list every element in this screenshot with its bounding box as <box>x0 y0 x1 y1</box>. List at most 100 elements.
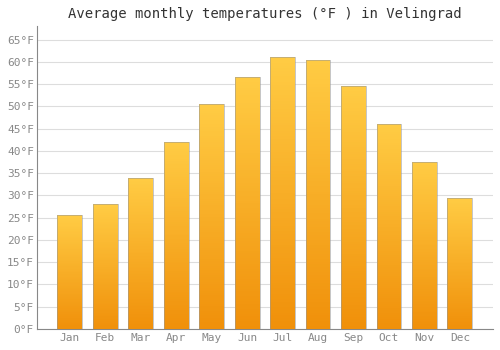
Bar <box>200 298 224 300</box>
Bar <box>58 237 82 238</box>
Bar <box>270 193 295 196</box>
Bar <box>341 312 366 314</box>
Bar <box>412 227 437 229</box>
Bar <box>376 310 402 313</box>
Bar <box>306 173 330 175</box>
Bar <box>306 183 330 186</box>
Bar <box>93 323 118 324</box>
Bar <box>376 159 402 161</box>
Bar <box>93 212 118 213</box>
Bar <box>93 309 118 310</box>
Bar <box>270 256 295 258</box>
Bar <box>376 177 402 180</box>
Bar <box>235 155 260 158</box>
Bar <box>164 194 188 196</box>
Bar <box>448 270 472 271</box>
Bar <box>376 149 402 151</box>
Bar <box>93 263 118 264</box>
Bar <box>235 92 260 95</box>
Bar <box>448 258 472 259</box>
Bar <box>164 239 188 241</box>
Bar <box>200 131 224 133</box>
Bar <box>412 314 437 316</box>
Bar <box>341 307 366 309</box>
Bar <box>412 201 437 202</box>
Bar <box>412 289 437 290</box>
Bar <box>448 228 472 229</box>
Bar <box>128 312 153 314</box>
Bar <box>128 247 153 249</box>
Bar <box>128 212 153 214</box>
Bar <box>200 113 224 116</box>
Bar <box>412 307 437 309</box>
Bar <box>376 208 402 210</box>
Bar <box>306 135 330 138</box>
Bar <box>412 297 437 299</box>
Bar <box>376 272 402 274</box>
Bar <box>235 238 260 241</box>
Bar <box>164 155 188 157</box>
Bar <box>341 94 366 96</box>
Bar <box>58 278 82 279</box>
Bar <box>235 130 260 133</box>
Bar <box>341 266 366 268</box>
Bar <box>128 276 153 278</box>
Bar <box>128 228 153 229</box>
Bar <box>376 278 402 280</box>
Bar <box>341 314 366 317</box>
Bar <box>376 318 402 321</box>
Bar <box>200 120 224 122</box>
Bar <box>376 286 402 288</box>
Bar <box>128 211 153 212</box>
Bar <box>341 268 366 271</box>
Bar <box>93 275 118 276</box>
Bar <box>412 244 437 245</box>
Bar <box>235 148 260 150</box>
Bar <box>200 203 224 205</box>
Bar <box>448 309 472 310</box>
Bar <box>376 259 402 261</box>
Bar <box>128 177 153 179</box>
Bar <box>448 230 472 232</box>
Bar <box>270 150 295 153</box>
Bar <box>306 253 330 256</box>
Bar <box>235 80 260 83</box>
Bar <box>200 212 224 214</box>
Bar <box>412 322 437 324</box>
Bar <box>164 275 188 276</box>
Bar <box>58 305 82 306</box>
Bar <box>128 289 153 291</box>
Bar <box>58 319 82 320</box>
Bar <box>341 261 366 264</box>
Bar <box>93 222 118 223</box>
Bar <box>164 323 188 325</box>
Bar <box>128 317 153 318</box>
Bar <box>376 198 402 200</box>
Bar <box>306 264 330 267</box>
Bar <box>128 214 153 215</box>
Bar <box>93 228 118 229</box>
Bar <box>128 324 153 326</box>
Bar <box>376 141 402 142</box>
Bar <box>376 264 402 265</box>
Bar <box>128 291 153 293</box>
Bar <box>376 276 402 278</box>
Bar <box>270 277 295 280</box>
Bar <box>58 231 82 232</box>
Bar <box>448 300 472 301</box>
Bar <box>58 315 82 316</box>
Bar <box>341 145 366 147</box>
Bar <box>93 310 118 312</box>
Bar <box>93 249 118 250</box>
Bar <box>128 293 153 294</box>
Bar <box>412 167 437 169</box>
Bar <box>306 221 330 224</box>
Bar <box>58 246 82 247</box>
Bar <box>341 324 366 327</box>
Bar <box>164 144 188 146</box>
Bar <box>235 211 260 213</box>
Bar <box>341 222 366 225</box>
Bar <box>93 257 118 258</box>
Bar <box>412 179 437 180</box>
Bar <box>200 252 224 255</box>
